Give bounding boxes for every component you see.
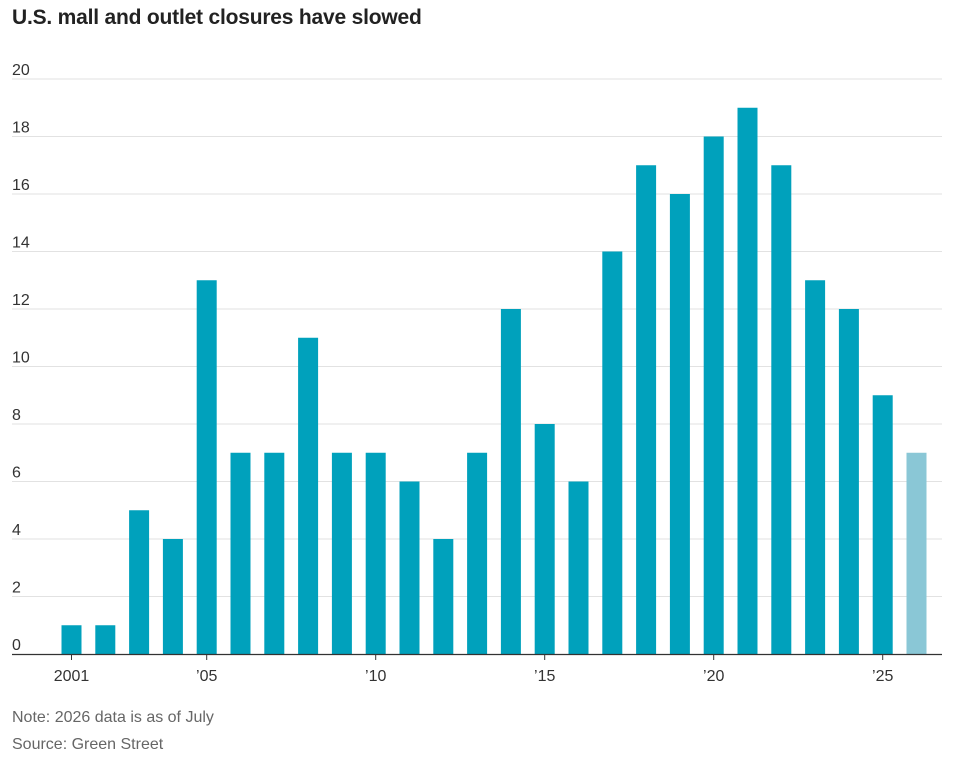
bar-2013: [467, 452, 488, 654]
bars: [61, 107, 927, 654]
bar-2004: [162, 539, 183, 654]
bar-2023: [805, 280, 826, 654]
x-tick-label: ’20: [703, 668, 724, 685]
bar-chart: 0 2 4 6 8 10 12 14 16 18 20 2001 ’05 ’10 ’15 ’20 ’25: [12, 62, 942, 685]
bar-2010: [365, 452, 386, 654]
y-tick-label: 6: [12, 465, 21, 482]
chart-title: U.S. mall and outlet closures have slowe…: [12, 6, 422, 29]
bar-2017: [602, 251, 623, 654]
y-tick-label: 16: [12, 177, 30, 194]
bar-2020: [703, 136, 724, 654]
y-tick-label: 4: [12, 522, 21, 539]
bar-2025: [872, 395, 893, 654]
bar-2015: [534, 424, 555, 654]
y-tick-label: 0: [12, 637, 21, 654]
y-tick-label: 10: [12, 350, 30, 367]
y-tick-label: 2: [12, 580, 21, 597]
bar-2001: [61, 625, 82, 654]
bar-2026: [906, 452, 927, 654]
bar-2022: [771, 165, 792, 654]
x-tick-label: ’15: [534, 668, 555, 685]
x-tick-label: 2001: [54, 668, 90, 685]
bar-2002: [95, 625, 116, 654]
bar-2024: [838, 309, 859, 654]
x-tick-label: ’25: [872, 668, 893, 685]
chart-source: Source: Green Street: [12, 736, 164, 753]
bar-2021: [737, 107, 758, 654]
bar-2007: [264, 452, 285, 654]
bar-2006: [230, 452, 251, 654]
y-axis-tick-labels: 0 2 4 6 8 10 12 14 16 18 20: [12, 62, 30, 654]
y-tick-label: 18: [12, 120, 30, 137]
bar-2005: [196, 280, 217, 654]
bar-2014: [500, 309, 521, 654]
y-tick-label: 12: [12, 292, 30, 309]
x-tick-label: ’10: [365, 668, 386, 685]
chart-note: Note: 2026 data is as of July: [12, 709, 214, 726]
bar-2003: [129, 510, 150, 654]
bar-2016: [568, 481, 589, 654]
y-tick-label: 14: [12, 235, 30, 252]
bar-2012: [433, 539, 454, 654]
bar-2008: [298, 337, 319, 654]
bar-2009: [331, 452, 352, 654]
y-tick-label: 20: [12, 62, 30, 79]
bar-2011: [399, 481, 420, 654]
y-tick-label: 8: [12, 407, 21, 424]
x-tick-label: ’05: [196, 668, 217, 685]
bar-2019: [669, 194, 690, 654]
bar-2018: [636, 165, 657, 654]
x-axis-ticks: 2001 ’05 ’10 ’15 ’20 ’25: [54, 654, 893, 685]
